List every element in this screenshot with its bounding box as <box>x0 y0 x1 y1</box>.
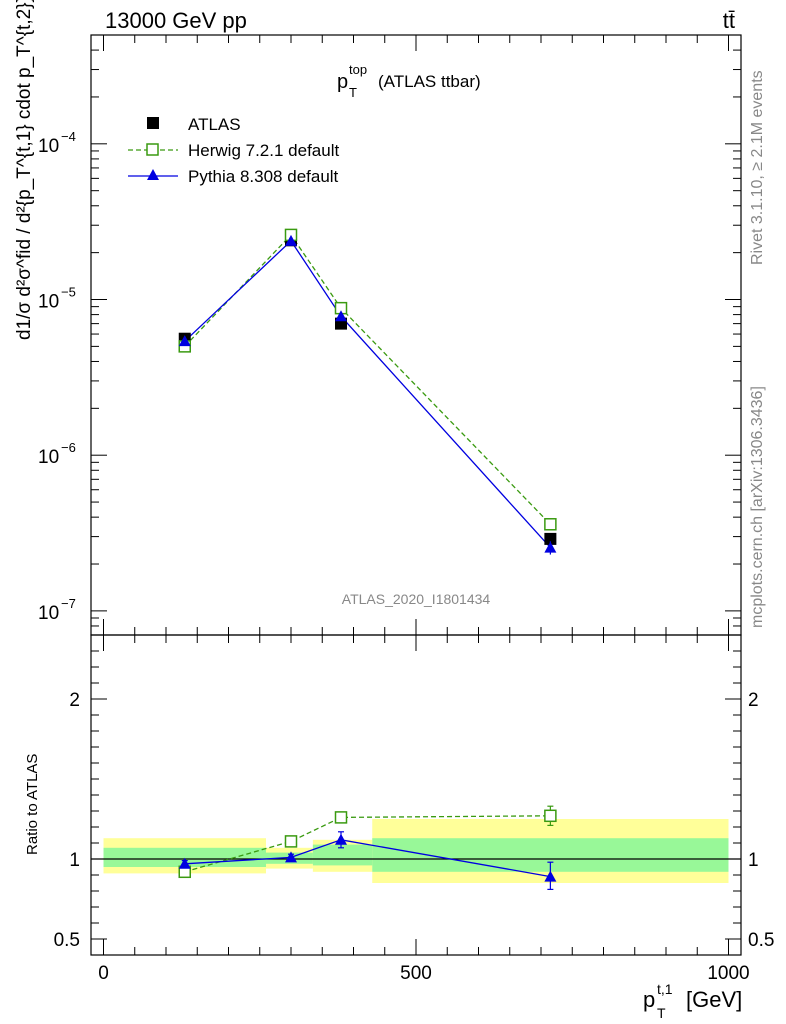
pythia-ratio-point <box>335 833 347 845</box>
main-y-label-text: d1/σ d²σ^fid / d²{p_T^{t,1} cdot p_T^{t,… <box>14 0 35 340</box>
title-rest: (ATLAS ttbar) <box>378 72 481 91</box>
herwig-point <box>544 518 557 531</box>
x-label-sup: t,1 <box>657 981 673 997</box>
ratio-panel: 0.5 0.5 1 1 2 2 0 500 1000 Ratio to ATLAS <box>24 634 774 984</box>
pythia-point <box>335 310 347 322</box>
main-panel: 10−710−610−510−4 p top T (ATLAS ttbar) A… <box>14 0 742 636</box>
ratio-series <box>178 805 557 891</box>
main-y-tick-exponent: −5 <box>61 285 76 300</box>
x-label-sub: T <box>657 1005 666 1021</box>
ratio-frame <box>90 634 742 956</box>
main-y-tick-exponent: −6 <box>61 440 76 455</box>
ratio-y-tick-label-right: 2 <box>748 690 759 711</box>
main-y-ticks: 10−710−610−510−4 <box>38 34 741 636</box>
pythia-line <box>184 239 551 549</box>
herwig-ratio-point <box>544 809 557 823</box>
title-sub: T <box>349 85 357 100</box>
x-tick-label: 0 <box>98 963 109 984</box>
ratio-y-tick-label-right: 0.5 <box>748 930 774 951</box>
herwig-ratio-point <box>284 835 298 848</box>
ratio-y-tick-label: 0.5 <box>54 930 80 951</box>
x-tick-label: 1000 <box>707 963 749 984</box>
ratio-y-label: Ratio to ATLAS <box>24 754 41 855</box>
pythia-ratio-line <box>184 839 551 878</box>
main-series <box>178 228 557 555</box>
mcplots-label: mcplots.cern.ch [arXiv:1306.3436] <box>749 386 766 628</box>
ratio-y-tick-label: 2 <box>69 690 80 711</box>
x-label-unit: [GeV] <box>686 987 742 1012</box>
legend-atlas-label: ATLAS <box>188 115 241 134</box>
pythia-point <box>544 541 557 553</box>
legend-pythia-label: Pythia 8.308 default <box>188 167 339 186</box>
ratio-y-tick-label-right: 1 <box>748 850 759 871</box>
legend-atlas-marker <box>147 117 159 129</box>
main-y-tick-label: 10 <box>38 136 59 157</box>
pythia-point <box>285 234 297 246</box>
title-main: p <box>337 71 348 93</box>
analysis-id: ATLAS_2020_I1801434 <box>342 591 491 607</box>
legend-pythia-marker <box>147 169 159 180</box>
pythia-ratio-point <box>544 870 557 882</box>
uncertainty-band-inner <box>103 847 266 867</box>
ratio-y-tick-label: 1 <box>69 850 80 871</box>
herwig-ratio-line <box>184 815 551 873</box>
x-tick-label: 500 <box>400 963 432 984</box>
process-label: tt̄ <box>723 8 735 33</box>
main-y-tick-label: 10 <box>38 292 59 313</box>
main-y-label: d1/σ d²σ^fid / d²{p_T^{t,1} cdot p_T^{t,… <box>14 0 35 340</box>
uncertainty-band-inner <box>312 844 373 866</box>
legend-herwig-label: Herwig 7.2.1 default <box>188 141 339 160</box>
ratio-ticks: 0.5 0.5 1 1 2 2 0 500 1000 <box>54 635 774 984</box>
pythia-ratio-point <box>178 857 191 869</box>
main-y-tick-exponent: −7 <box>61 596 76 611</box>
atlas-point <box>544 532 557 545</box>
plot-title: p top T (ATLAS ttbar) <box>337 62 481 100</box>
main-y-tick-label: 10 <box>38 447 59 468</box>
title-sup: top <box>349 62 367 77</box>
main-y-tick-label: 10 <box>38 603 59 624</box>
main-y-tick-exponent: −4 <box>61 129 76 144</box>
herwig-ratio-point <box>334 811 348 824</box>
energy-label: 13000 GeV pp <box>105 8 247 33</box>
legend: ATLAS Herwig 7.2.1 default Pythia 8.308 … <box>128 115 339 186</box>
legend-herwig-marker <box>146 143 159 156</box>
rivet-label: Rivet 3.1.10, ≥ 2.1M events <box>749 70 766 265</box>
x-label-main: p <box>643 987 655 1012</box>
ratio-uncertainty-bands <box>103 819 729 883</box>
pythia-ratio-point <box>285 851 297 863</box>
x-axis-label: p t,1 T [GeV] <box>643 981 742 1021</box>
herwig-line <box>184 233 551 525</box>
pythia-point <box>178 335 191 347</box>
